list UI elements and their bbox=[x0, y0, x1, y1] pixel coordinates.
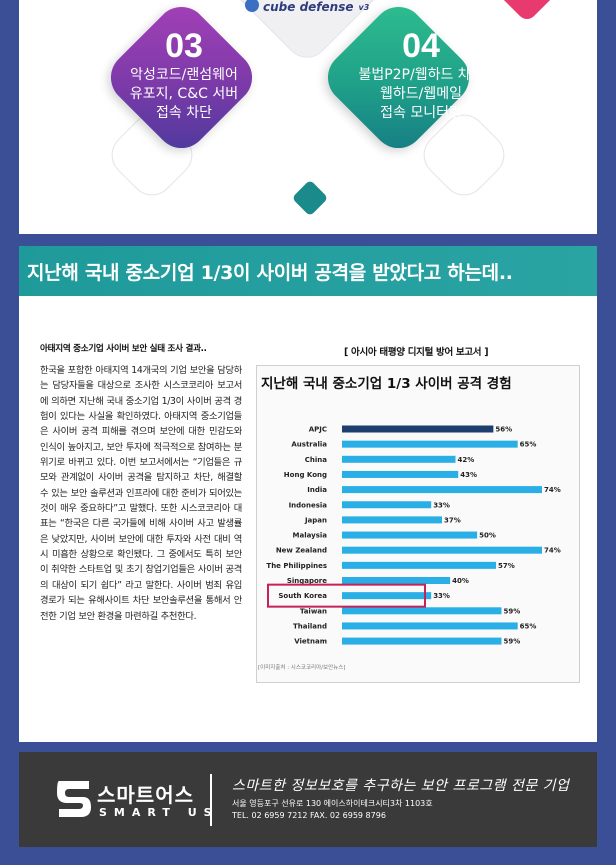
pink-diamond-shape bbox=[495, 0, 559, 24]
logo-english: SMART US bbox=[99, 806, 219, 819]
cube-defense-label: cube defense bbox=[263, 0, 354, 14]
chart-bar bbox=[342, 516, 442, 524]
chart-value-label: 65% bbox=[520, 441, 537, 449]
article-title: 아태지역 중소기업 사이버 보안 실태 조사 결과.. bbox=[40, 344, 207, 354]
report-caption: [ 아시아 태평양 디지털 방어 보고서 ] bbox=[344, 347, 489, 358]
diagram-item-03: 03 악성코드/랜섬웨어 유포지, C&C 서버 접속 차단 bbox=[99, 26, 269, 123]
small-teal-diamond bbox=[291, 179, 329, 217]
chart-value-label: 74% bbox=[544, 547, 561, 555]
chart-bar bbox=[342, 470, 459, 478]
chart-bar bbox=[342, 577, 451, 584]
chart-category-label: India bbox=[307, 486, 327, 494]
chart-bar bbox=[342, 592, 432, 600]
footer: 스마트어스 SMART US 스마트한 정보보호를 추구하는 보안 프로그램 전… bbox=[19, 752, 597, 847]
chart-value-label: 42% bbox=[458, 456, 475, 464]
cube-defense-version: v3 bbox=[358, 2, 370, 12]
chart-value-label: 43% bbox=[460, 471, 477, 479]
chart-category-label: Japan bbox=[304, 516, 327, 524]
company-tagline: 스마트한 정보보호를 추구하는 보안 프로그램 전문 기업 bbox=[232, 778, 570, 794]
chart-bar bbox=[342, 440, 518, 448]
chart-category-label: Indonesia bbox=[289, 501, 328, 509]
chart-bar bbox=[342, 425, 494, 433]
chart-category-label: Thailand bbox=[293, 622, 327, 630]
chart-bar bbox=[342, 455, 456, 463]
attack-chart: 지난해 국내 중소기업 1/3 사이버 공격 경험 APJC 56% Australi… bbox=[256, 365, 580, 683]
chart-value-label: 40% bbox=[452, 577, 469, 585]
chart-category-label: Australia bbox=[291, 441, 327, 449]
product-diagram: cube defense v3 03 악성코드/랜섬웨어 유포지, C&C 서버 … bbox=[19, 0, 597, 234]
chart-value-label: 33% bbox=[433, 592, 450, 600]
smartus-logo-icon bbox=[57, 781, 91, 817]
diagram-item-line: 악성코드/랜섬웨어 bbox=[130, 67, 238, 83]
chart-category-label: APJC bbox=[309, 426, 327, 434]
diagram-item-number: 04 bbox=[402, 27, 440, 65]
chart-value-label: 65% bbox=[520, 622, 537, 630]
chart-bar bbox=[342, 546, 542, 554]
globe-icon bbox=[245, 0, 259, 12]
headline-banner: 지난해 국내 중소기업 1/3이 사이버 공격을 받았다고 하는데.. bbox=[19, 246, 597, 296]
chart-category-label: Taiwan bbox=[300, 607, 327, 615]
content-panel: 아태지역 중소기업 사이버 보안 실태 조사 결과.. 한국을 포함한 아태지역… bbox=[19, 296, 597, 742]
chart-category-label: China bbox=[305, 456, 328, 464]
article-body: 한국을 포함한 아태지역 14개국의 기업 보안을 담당하는 담당자들을 대상으… bbox=[40, 365, 242, 622]
chart-bar bbox=[342, 501, 432, 509]
south-korea-highlight-box bbox=[267, 583, 426, 608]
chart-category-label: South Korea bbox=[278, 592, 327, 600]
chart-value-label: 74% bbox=[544, 486, 561, 494]
footer-divider bbox=[210, 774, 212, 826]
company-contact: TEL. 02 6959 7212 FAX. 02 6959 8796 bbox=[232, 811, 386, 820]
diagram-item-line: 웹하드/웹메일 bbox=[380, 86, 462, 102]
chart-canvas: 지난해 국내 중소기업 1/3 사이버 공격 경험 APJC 56% Australi… bbox=[261, 375, 561, 646]
article: 아태지역 중소기업 사이버 보안 실태 조사 결과.. 한국을 포함한 아태지역… bbox=[40, 342, 242, 624]
chart-value-label: 56% bbox=[495, 426, 512, 434]
chart-value-label: 57% bbox=[498, 562, 515, 570]
chart-value-label: 37% bbox=[444, 516, 461, 524]
headline-text: 지난해 국내 중소기업 1/3이 사이버 공격을 받았다고 하는데.. bbox=[27, 261, 513, 284]
chart-value-label: 59% bbox=[503, 607, 520, 615]
chart-category-label: Malaysia bbox=[293, 532, 328, 540]
logo-korean: 스마트어스 bbox=[97, 783, 194, 807]
diagram-item-line: 접속 모니터링 bbox=[380, 105, 462, 121]
chart-bar bbox=[342, 531, 478, 539]
chart-category-label: Singapore bbox=[287, 577, 327, 585]
diagram-item-line: 접속 차단 bbox=[156, 105, 212, 121]
diagram-item-04: 04 불법P2P/웹하드 차단 웹하드/웹메일 접속 모니터링 bbox=[336, 26, 506, 123]
chart-value-label: 59% bbox=[503, 638, 520, 646]
chart-source: [이미지출처 : 시스코코리아/보안뉴스] bbox=[258, 665, 346, 671]
chart-bar bbox=[342, 637, 502, 645]
diagram-item-line: 유포지, C&C 서버 bbox=[129, 86, 239, 102]
chart-bar bbox=[342, 607, 502, 615]
chart-bar bbox=[342, 561, 497, 569]
chart-bar bbox=[342, 486, 542, 494]
chart-category-label: New Zealand bbox=[276, 547, 327, 555]
cube-defense-brand: cube defense v3 bbox=[245, 0, 369, 14]
company-address: 서울 영등포구 선유로 130 에이스하이테크시티3차 1103호 bbox=[232, 799, 433, 808]
chart-category-label: Vietnam bbox=[294, 638, 327, 646]
chart-category-label: Hong Kong bbox=[284, 471, 327, 479]
diagram-item-line: 불법P2P/웹하드 차단 bbox=[358, 67, 484, 83]
chart-category-label: The Philippines bbox=[266, 562, 327, 570]
chart-value-label: 50% bbox=[479, 532, 496, 540]
chart-value-label: 33% bbox=[433, 501, 450, 509]
chart-bar bbox=[342, 622, 518, 630]
chart-title: 지난해 국내 중소기업 1/3 사이버 공격 경험 bbox=[261, 375, 512, 392]
diagram-item-number: 03 bbox=[165, 27, 203, 65]
